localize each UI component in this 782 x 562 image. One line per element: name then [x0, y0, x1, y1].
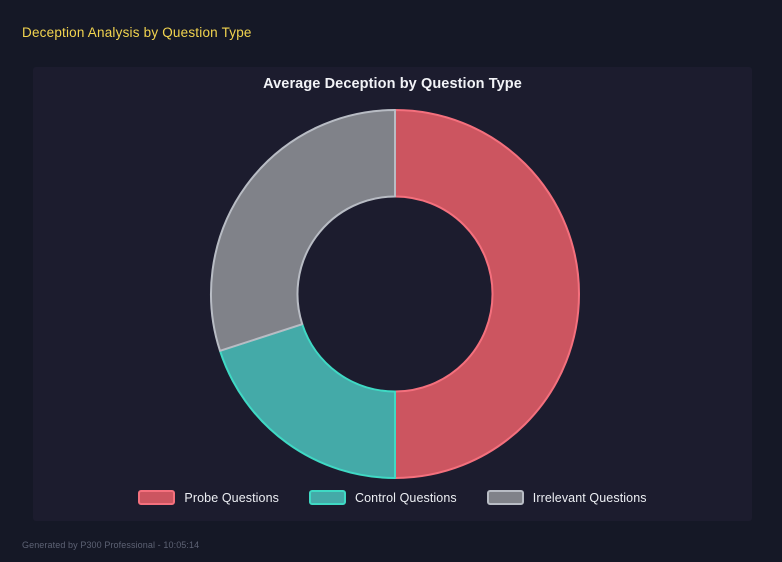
legend-item-probe-questions[interactable]: Probe Questions: [138, 490, 279, 505]
footer-generated-note: Generated by P300 Professional - 10:05:1…: [22, 540, 200, 550]
legend-label-control-questions: Control Questions: [355, 490, 457, 505]
chart-legend: Probe Questions Control Questions Irrele…: [33, 490, 752, 505]
legend-swatch-probe-questions: [138, 490, 176, 505]
donut-slice-control-questions[interactable]: [219, 323, 396, 479]
legend-swatch-control-questions: [309, 490, 346, 505]
donut-slice-group: [210, 109, 580, 479]
legend-item-irrelevant-questions[interactable]: Irrelevant Questions: [486, 490, 647, 505]
chart-title: Average Deception by Question Type: [263, 76, 522, 92]
legend-label-irrelevant-questions: Irrelevant Questions: [532, 490, 647, 505]
legend-swatch-irrelevant-questions: [486, 490, 524, 505]
donut-slice-irrelevant-questions[interactable]: [210, 109, 396, 352]
donut-chart-svg: [210, 109, 580, 479]
donut-slice-probe-questions[interactable]: [394, 109, 580, 479]
chart-panel: Average Deception by Question Type Probe…: [33, 67, 752, 521]
donut-chart: [33, 67, 752, 521]
legend-item-control-questions[interactable]: Control Questions: [309, 490, 457, 505]
page-title: Deception Analysis by Question Type: [22, 25, 252, 40]
legend-label-probe-questions: Probe Questions: [184, 490, 279, 505]
